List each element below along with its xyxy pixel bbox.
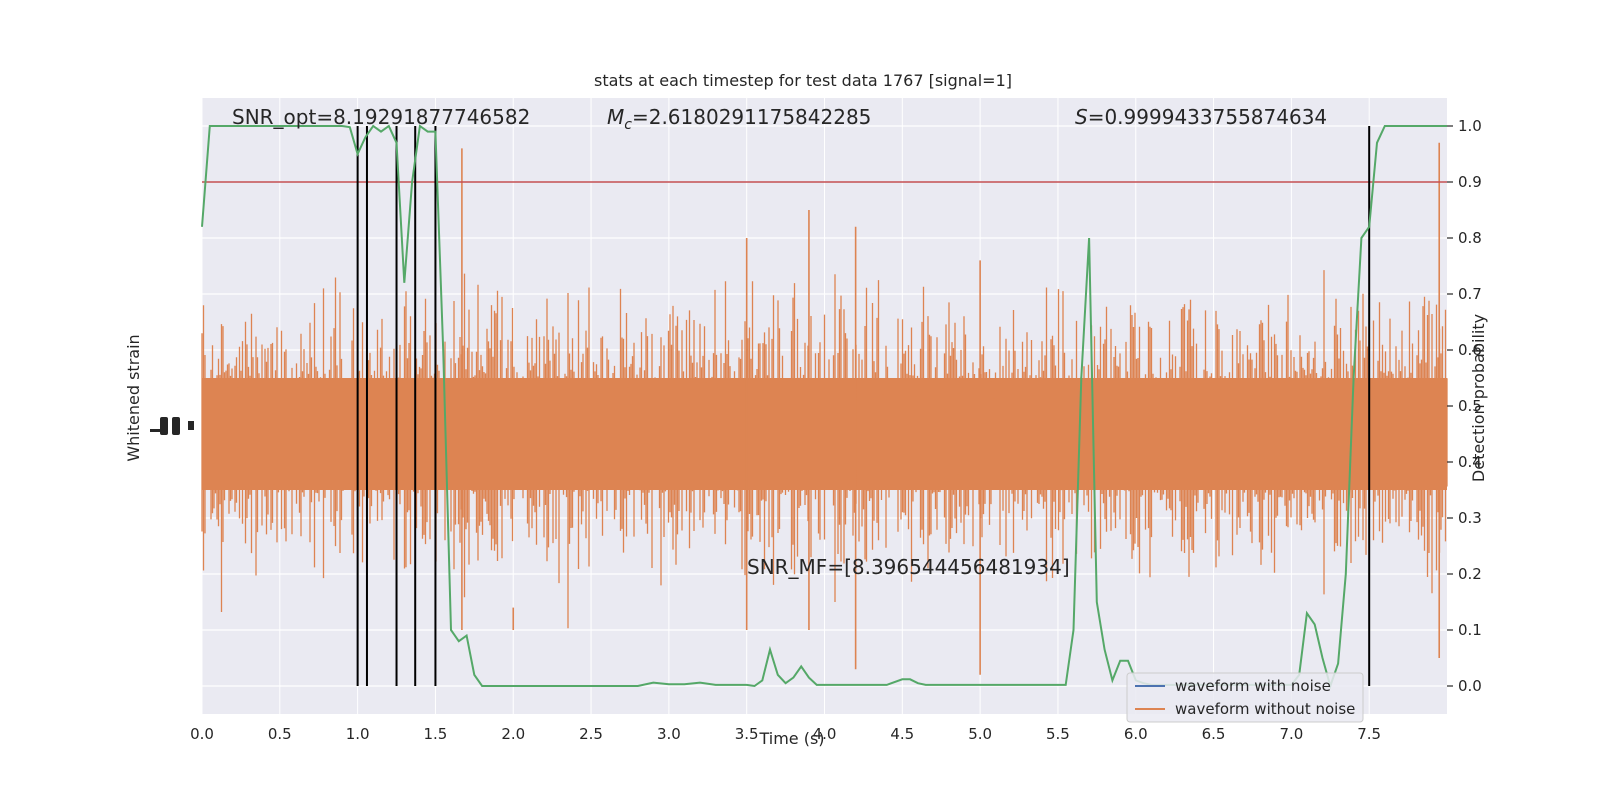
- mc-annotation: Mc=2.6180291175842285: [607, 105, 871, 133]
- y-right-tick-label: 0.1: [1458, 621, 1482, 639]
- y-right-tick-label: 0.3: [1458, 509, 1482, 527]
- x-tick-label: 3.0: [657, 725, 681, 743]
- y-right-tick-label: 1.0: [1458, 117, 1482, 135]
- y-right-tick-label: 0.9: [1458, 173, 1482, 191]
- x-tick-label: 7.0: [1279, 725, 1303, 743]
- left-tick-glyph: [172, 417, 180, 435]
- x-tick-label: 5.0: [968, 725, 992, 743]
- legend-box: [1126, 672, 1364, 723]
- x-tick-label: 3.5: [735, 725, 759, 743]
- x-tick-label: 5.5: [1046, 725, 1070, 743]
- left-tick-glyph: [160, 417, 168, 435]
- waveform-without-noise-series: [201, 142, 1448, 675]
- y-right-tick-label: 0.0: [1458, 677, 1482, 695]
- mc-value: =2.6180291175842285: [632, 105, 871, 129]
- mc-subscript: c: [624, 117, 632, 133]
- legend-label-without-noise: waveform without noise: [1175, 700, 1355, 718]
- x-tick-label: 4.5: [890, 725, 914, 743]
- y-right-tick-label: 0.7: [1458, 285, 1482, 303]
- legend-label-with-noise: waveform with noise: [1175, 677, 1331, 695]
- y-right-axis-ticks: 0.0 0.1 0.2 0.3 0.4 0.5 0.6 0.7 0.8 0.9 1.0: [1447, 117, 1482, 695]
- y-left-axis-label: Whitened strain: [124, 334, 143, 461]
- snr-opt-annotation: SNR_opt=8.19291877746582: [232, 105, 530, 129]
- mc-symbol: M: [607, 105, 624, 129]
- x-tick-label: 1.5: [424, 725, 448, 743]
- y-right-tick-label: 0.5: [1458, 397, 1482, 415]
- y-right-tick-label: 0.8: [1458, 229, 1482, 247]
- x-tick-label: 7.5: [1357, 725, 1381, 743]
- noise-trace: [201, 270, 1448, 629]
- left-tick-glyph: [188, 421, 194, 430]
- s-symbol: S: [1075, 105, 1088, 129]
- x-tick-label: 4.0: [813, 725, 837, 743]
- chart-title: stats at each timestep for test data 176…: [594, 71, 1012, 90]
- x-axis-ticks: 0.0 0.5 1.0 1.5 2.0 2.5 3.0 3.5 4.0 4.5 5.0 5.5 6.0 6…: [190, 725, 1381, 743]
- s-value: =0.9999433755874634: [1088, 105, 1327, 129]
- x-tick-label: 1.0: [346, 725, 370, 743]
- s-annotation: S=0.9999433755874634: [1075, 105, 1327, 129]
- snr-mf-annotation: SNR_MF=[8.396544456481934]: [747, 555, 1070, 579]
- x-tick-label: 2.0: [501, 725, 525, 743]
- x-tick-label: 6.0: [1124, 725, 1148, 743]
- y-right-tick-label: 0.2: [1458, 565, 1482, 583]
- x-axis-label: Time (s): [758, 729, 824, 748]
- legend: waveform with noise waveform without noi…: [1126, 672, 1364, 723]
- y-right-tick-label: 0.4: [1458, 453, 1482, 471]
- x-tick-label: 6.5: [1202, 725, 1226, 743]
- y-right-tick-label: 0.6: [1458, 341, 1482, 359]
- left-tick-glyph: [150, 429, 164, 432]
- y-right-axis-label: Detection probability: [1469, 314, 1488, 482]
- x-tick-label: 2.5: [579, 725, 603, 743]
- x-tick-label: 0.0: [190, 725, 214, 743]
- y-left-axis-ticks: [150, 417, 194, 435]
- x-tick-label: 0.5: [268, 725, 292, 743]
